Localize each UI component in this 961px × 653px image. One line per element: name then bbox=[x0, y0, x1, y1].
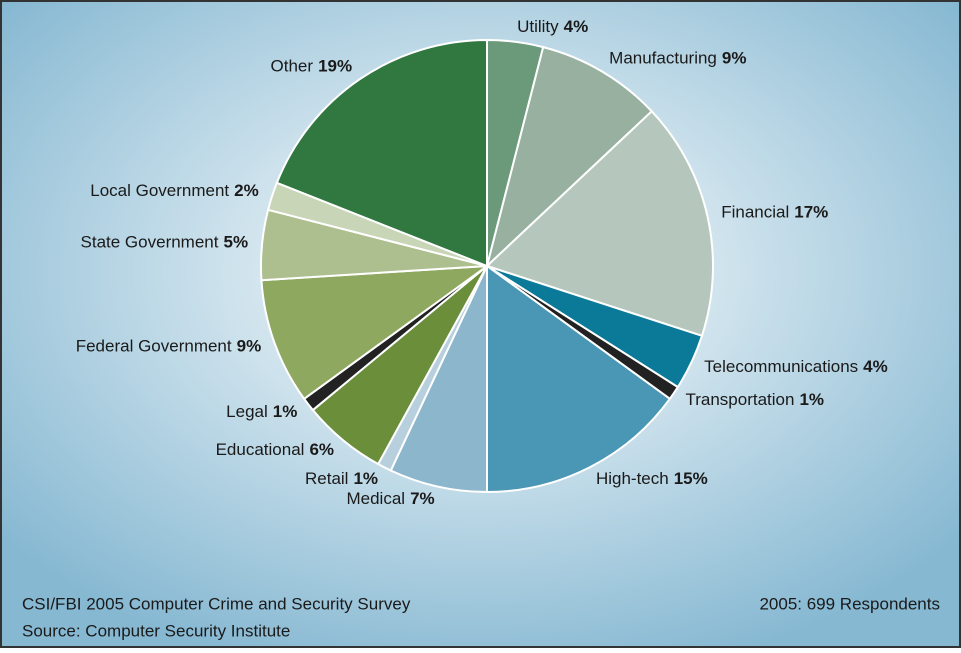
slice-label: Retail 1% bbox=[305, 469, 378, 488]
value-label: 19% bbox=[318, 57, 352, 76]
value-label: 6% bbox=[309, 440, 334, 459]
value-label: 5% bbox=[223, 233, 248, 252]
footnote: Source: Computer Security Institute bbox=[22, 621, 290, 640]
slice-label: Local Government 2% bbox=[90, 181, 258, 200]
value-label: 4% bbox=[564, 17, 589, 36]
footnote: CSI/FBI 2005 Computer Crime and Security… bbox=[22, 594, 411, 613]
pie-slice bbox=[260, 264, 491, 401]
value-label: 2% bbox=[234, 181, 259, 200]
category-name: State Government bbox=[81, 233, 219, 252]
category-name: Manufacturing bbox=[609, 49, 717, 68]
value-label: 17% bbox=[794, 203, 828, 222]
category-name: Federal Government bbox=[76, 337, 232, 356]
slice-label: High-tech 15% bbox=[596, 469, 708, 488]
slice-label: Legal 1% bbox=[226, 403, 297, 422]
category-name: Utility bbox=[517, 17, 559, 36]
pie-slice bbox=[485, 45, 654, 270]
slice-label: State Government 5% bbox=[81, 233, 249, 252]
respondents: 2005: 699 Respondents bbox=[759, 594, 940, 613]
category-name: Legal bbox=[226, 403, 268, 422]
pie-slice bbox=[275, 38, 488, 268]
value-label: 1% bbox=[799, 390, 824, 409]
category-name: Medical bbox=[346, 490, 405, 509]
value-label: 9% bbox=[237, 337, 262, 356]
slice-label: Telecommunications 4% bbox=[704, 358, 888, 377]
value-label: 4% bbox=[863, 358, 888, 377]
pie-slice bbox=[486, 264, 672, 494]
slice-label: Manufacturing 9% bbox=[609, 49, 746, 68]
value-label: 1% bbox=[273, 403, 298, 422]
category-name: Financial bbox=[721, 203, 789, 222]
value-label: 15% bbox=[674, 469, 708, 488]
category-name: Local Government bbox=[90, 181, 229, 200]
category-name: Other bbox=[271, 57, 314, 76]
slice-label: Other 19% bbox=[271, 57, 353, 76]
value-label: 7% bbox=[410, 490, 435, 509]
category-name: Telecommunications bbox=[704, 358, 858, 377]
value-label: 1% bbox=[353, 469, 378, 488]
pie-slice bbox=[485, 109, 714, 338]
value-label: 9% bbox=[722, 49, 747, 68]
slice-label: Educational 6% bbox=[216, 440, 334, 459]
category-name: Educational bbox=[216, 440, 305, 459]
slice-label: Federal Government 9% bbox=[76, 337, 261, 356]
slice-label: Medical 7% bbox=[346, 490, 434, 509]
category-name: Transportation bbox=[685, 390, 794, 409]
category-name: High-tech bbox=[596, 469, 669, 488]
slice-label: Utility 4% bbox=[517, 17, 588, 36]
slice-label: Financial 17% bbox=[721, 203, 828, 222]
category-name: Retail bbox=[305, 469, 348, 488]
slice-label: Transportation 1% bbox=[685, 390, 824, 409]
